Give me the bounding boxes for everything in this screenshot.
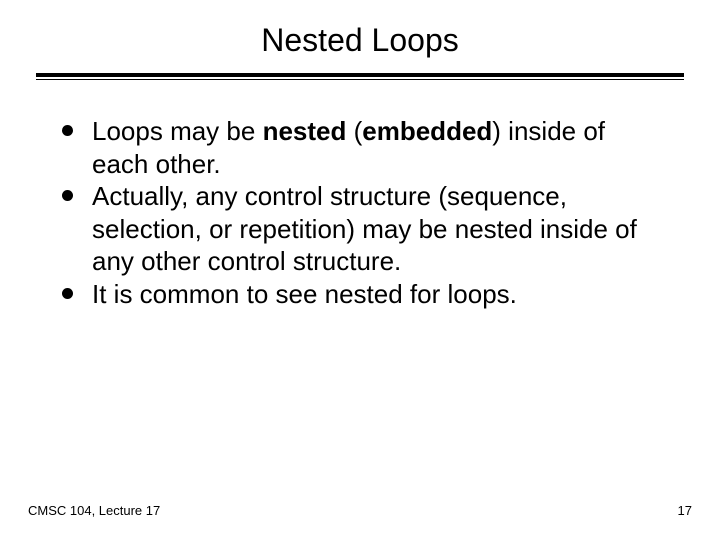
divider-line — [36, 73, 684, 77]
bullet-text: It is common to see nested for loops. — [92, 279, 517, 309]
bullet-dot-icon — [62, 190, 73, 201]
bullet-item: Actually, any control structure (sequenc… — [60, 180, 660, 278]
slide: Nested Loops Loops may be nested (embedd… — [0, 0, 720, 540]
bullet-item: It is common to see nested for loops. — [60, 278, 660, 311]
bullet-item: Loops may be nested (embedded) inside of… — [60, 115, 660, 180]
content-area: Loops may be nested (embedded) inside of… — [0, 77, 720, 310]
bullet-list: Loops may be nested (embedded) inside of… — [60, 115, 660, 310]
slide-title: Nested Loops — [0, 0, 720, 73]
footer-right-page-number: 17 — [678, 503, 692, 518]
bullet-dot-icon — [62, 125, 73, 136]
bullet-text-mid: ( — [346, 116, 362, 146]
bullet-dot-icon — [62, 288, 73, 299]
footer-left: CMSC 104, Lecture 17 — [28, 503, 160, 518]
bullet-text-bold1: nested — [263, 116, 347, 146]
bullet-text-pre: Loops may be — [92, 116, 263, 146]
bullet-text-bold2: embedded — [362, 116, 492, 146]
bullet-text: Actually, any control structure (sequenc… — [92, 181, 637, 276]
